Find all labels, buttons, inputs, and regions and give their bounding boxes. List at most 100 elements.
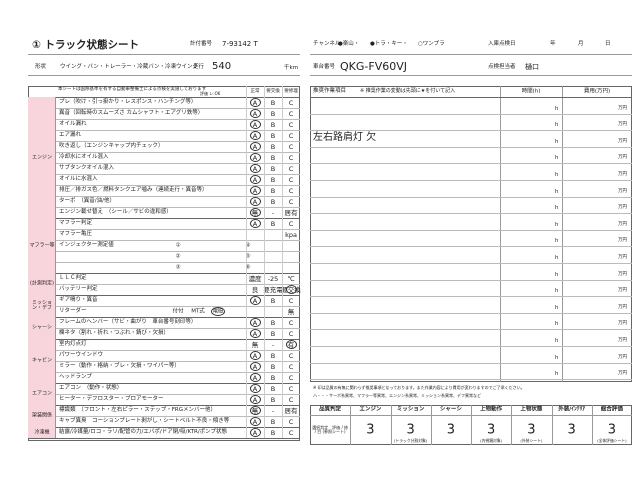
item: 吹き返し（エンジンキャップ内チェック） bbox=[59, 142, 164, 149]
unit: 万円 bbox=[618, 304, 627, 310]
grade-value: 3 bbox=[406, 422, 415, 438]
rule bbox=[390, 405, 392, 445]
circle-mark bbox=[249, 98, 261, 107]
inline-option: 付付 bbox=[172, 307, 184, 314]
unit: h bbox=[555, 188, 559, 195]
rule bbox=[310, 113, 632, 115]
column-header: 費用(万円) bbox=[583, 87, 611, 94]
rule bbox=[310, 130, 632, 131]
grade-sub: (外装シート) bbox=[520, 438, 543, 444]
grade-label: 上物状態 bbox=[520, 406, 543, 413]
circle-mark bbox=[285, 340, 297, 349]
rule bbox=[310, 163, 632, 164]
value: QKG-FV60VJ bbox=[340, 60, 407, 73]
inline-option: ⑥ bbox=[245, 263, 251, 270]
option: -25 bbox=[267, 274, 279, 283]
option: B bbox=[270, 186, 276, 195]
option: B bbox=[270, 219, 276, 228]
option: C bbox=[288, 142, 294, 151]
rule bbox=[28, 75, 300, 76]
rule bbox=[56, 108, 300, 109]
option: B bbox=[270, 197, 276, 206]
item: ミラー（動作・格納・ブレ・欠損・ワイパー等） bbox=[59, 362, 180, 369]
item: パワーウインドウ bbox=[59, 351, 104, 358]
option: C bbox=[288, 131, 294, 140]
rule bbox=[282, 86, 283, 438]
unit: h bbox=[555, 221, 559, 228]
right-table bbox=[310, 86, 632, 382]
rule bbox=[56, 130, 300, 131]
value: 樋口 bbox=[525, 63, 539, 71]
category: シャーシ bbox=[32, 324, 52, 331]
item: キャブ異臭 コーションプレート剥がし・シートベルト不良・傾き等 bbox=[59, 417, 230, 424]
rule bbox=[28, 317, 300, 318]
title: ① トラック状態シート bbox=[32, 39, 140, 51]
unit: 万円 bbox=[618, 255, 627, 260]
category-cell bbox=[28, 383, 56, 405]
rule bbox=[28, 405, 300, 406]
option: B bbox=[270, 373, 276, 382]
rule bbox=[56, 152, 300, 153]
item: オイル漏れ bbox=[59, 120, 87, 127]
option: C bbox=[288, 109, 294, 118]
rule bbox=[430, 405, 432, 445]
option: C bbox=[288, 98, 294, 107]
item: ターボ （異音/油/他） bbox=[59, 197, 115, 204]
inline-option: ⑤ bbox=[245, 252, 251, 259]
option: B bbox=[270, 164, 276, 173]
item: 異音（回転時のスムーズさ カムシャフト・エアグリ鉄等） bbox=[59, 109, 204, 116]
rule bbox=[56, 372, 300, 373]
option: C bbox=[288, 373, 294, 382]
note: 本シートは国際基準を有する自動車整備士による点検を実施しております bbox=[58, 87, 207, 92]
circle-mark bbox=[249, 131, 261, 140]
rule bbox=[56, 119, 300, 120]
category-cell bbox=[28, 339, 56, 383]
option: 無 bbox=[287, 307, 295, 316]
category-cell bbox=[28, 295, 56, 317]
value: ウイング・バン・トレーラー・冷蔵バン・冷凍ウイング bbox=[60, 64, 199, 70]
grade-value: 3 bbox=[607, 422, 617, 438]
rule bbox=[28, 295, 300, 296]
item: エンジン載せ替え （シール／サビの違和感） bbox=[59, 208, 172, 215]
inline-option: ④ bbox=[245, 241, 251, 248]
channel: ●トラ・キー・ bbox=[370, 41, 408, 47]
unit: h bbox=[555, 321, 559, 328]
unit: h bbox=[555, 138, 559, 145]
rule bbox=[56, 328, 300, 329]
circle-mark bbox=[249, 186, 261, 195]
rule bbox=[56, 207, 300, 208]
category: 架装関係 bbox=[31, 412, 52, 419]
option: C bbox=[288, 296, 294, 305]
grade-label: 上物動作 bbox=[480, 406, 503, 413]
rule bbox=[511, 405, 512, 445]
circle-mark bbox=[249, 395, 261, 404]
inline-option: ② bbox=[175, 252, 181, 259]
option: C bbox=[288, 153, 294, 162]
circle-mark bbox=[211, 307, 225, 316]
option: C bbox=[288, 384, 294, 393]
rule bbox=[56, 361, 300, 362]
option: B bbox=[270, 384, 276, 393]
unit: h bbox=[555, 172, 559, 178]
rule bbox=[246, 86, 247, 438]
instruction: ※ 推奨作業の変動は先頭に★を付いて記入 bbox=[360, 88, 456, 94]
unit: 万円 bbox=[618, 371, 627, 377]
option: B bbox=[270, 351, 276, 360]
unit: 千km bbox=[284, 65, 299, 71]
unit: h bbox=[555, 122, 559, 129]
rule bbox=[471, 405, 472, 445]
option: B bbox=[270, 153, 276, 162]
category: キャビン bbox=[31, 357, 52, 364]
unit: 万円 bbox=[618, 138, 627, 144]
grade-sub: (全体評価シート) bbox=[597, 438, 627, 444]
category: マフラー等 bbox=[29, 242, 55, 248]
grade-value: 3 bbox=[527, 422, 536, 438]
option: 濃度 bbox=[248, 274, 262, 283]
rule bbox=[310, 279, 632, 281]
rule bbox=[56, 240, 300, 241]
rule bbox=[56, 350, 300, 351]
category: ミッション・デフ bbox=[31, 300, 52, 311]
circle-mark bbox=[249, 164, 261, 173]
item: インジェクター測定値 bbox=[59, 241, 114, 248]
category-cell bbox=[28, 97, 56, 218]
